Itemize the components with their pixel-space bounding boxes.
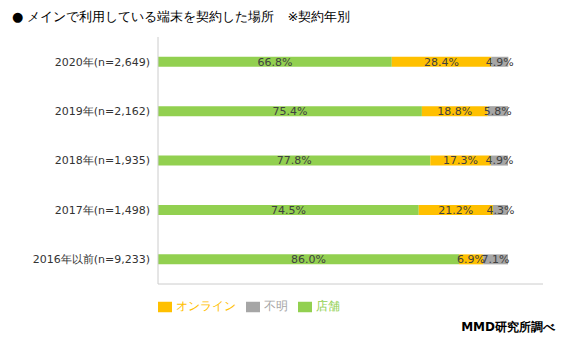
svg-text:86.0%: 86.0% (291, 253, 326, 266)
svg-text:2017年(n=1,498): 2017年(n=1,498) (55, 204, 150, 217)
svg-text:4.3%: 4.3% (486, 204, 514, 217)
svg-text:77.8%: 77.8% (277, 154, 312, 167)
html-text:オンライン: オンライン (176, 299, 236, 313)
svg-text:28.4%: 28.4% (424, 56, 459, 69)
svg-text:2020年(n=2,649): 2020年(n=2,649) (55, 56, 150, 69)
svg-text:75.4%: 75.4% (272, 105, 307, 118)
svg-text:5.8%: 5.8% (484, 105, 512, 118)
svg-text:2016年以前(n=9,233): 2016年以前(n=9,233) (33, 253, 150, 266)
svg-text:6.9%: 6.9% (457, 253, 486, 267)
svg-text:4.9%: 4.9% (486, 56, 514, 69)
svg-text:74.5%: 74.5% (271, 204, 306, 217)
svg-text:2018年(n=1,935): 2018年(n=1,935) (55, 154, 150, 167)
svg-text:18.8%: 18.8% (437, 105, 472, 118)
svg-text:17.3%: 17.3% (443, 154, 478, 167)
html-text:不明: 不明 (264, 299, 288, 313)
svg-text:4.9%: 4.9% (485, 154, 513, 167)
svg-text:21.2%: 21.2% (438, 204, 473, 217)
html-text:店舗: 店舗 (316, 299, 340, 313)
html-text:MMD研究所調べ: MMD研究所調べ (461, 320, 555, 334)
html-text:● メインで利用している端末を契約した場所 ※契約年別: ● メインで利用している端末を契約した場所 ※契約年別 (12, 9, 351, 24)
svg-text:2019年(n=2,162): 2019年(n=2,162) (55, 105, 150, 118)
svg-text:66.8%: 66.8% (257, 56, 292, 69)
svg-text:7.1%: 7.1% (482, 253, 510, 266)
